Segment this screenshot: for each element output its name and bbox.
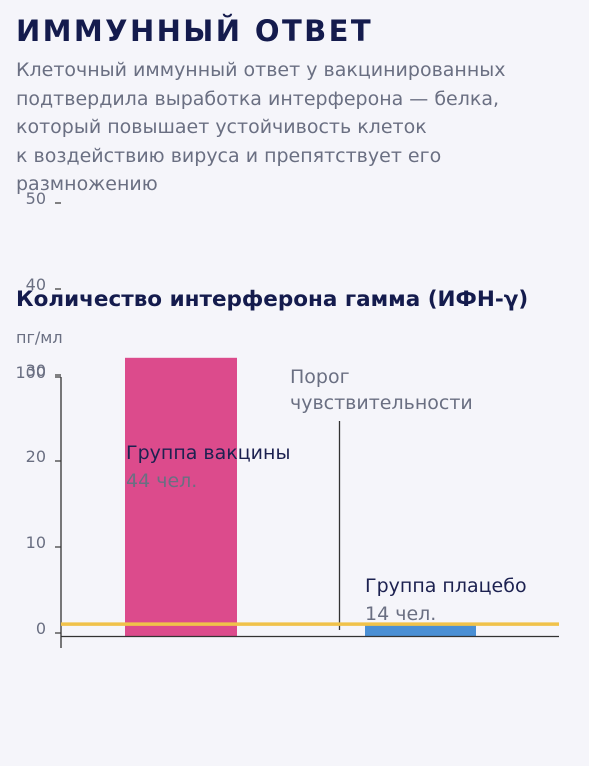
y-axis-label: пг/мл — [16, 328, 63, 347]
y-tick-label: 30 — [26, 361, 46, 380]
y-tick-label: 50 — [26, 189, 46, 208]
y-tick-label: 100 — [15, 363, 46, 382]
category-labels: Группа вакцины 44 чел. Группа плацебо 14 че… — [126, 442, 527, 625]
bars — [125, 357, 476, 636]
placebo-bar — [365, 624, 476, 636]
y-tick-label: 40 — [26, 275, 46, 294]
y-tick-label: 0 — [36, 619, 46, 638]
category-label: Группа плацебо — [365, 575, 527, 597]
chart-title: Количество интерферона гамма (ИФН-γ) — [16, 287, 529, 312]
category-label: Группа вакцины — [126, 442, 290, 464]
vaccine-bar — [125, 357, 237, 636]
threshold-label: Порог — [290, 366, 350, 388]
category-count-label: 14 чел. — [365, 603, 436, 625]
page-title: ИММУННЫЙ ОТВЕТ — [16, 14, 374, 48]
category-count-label: 44 чел. — [126, 470, 197, 492]
threshold-marker: Порог чувствительности — [290, 366, 473, 630]
lead-line: размножению — [16, 173, 158, 195]
lead-line: подтвердила выработка интерферона — белк… — [16, 87, 500, 110]
threshold-label: чувствительности — [290, 392, 473, 414]
lead-paragraph: Клеточный иммунный ответ у вакцинированн… — [16, 56, 576, 199]
lead-line: который повышает устойчивость клеток — [16, 116, 427, 138]
y-tick-label: 10 — [26, 533, 46, 552]
y-tick-label: 20 — [26, 447, 46, 466]
lead-line: к воздействию вируса и препятствует его — [16, 144, 442, 167]
lead-line: Клеточный иммунный ответ у вакцинированн… — [16, 59, 506, 81]
